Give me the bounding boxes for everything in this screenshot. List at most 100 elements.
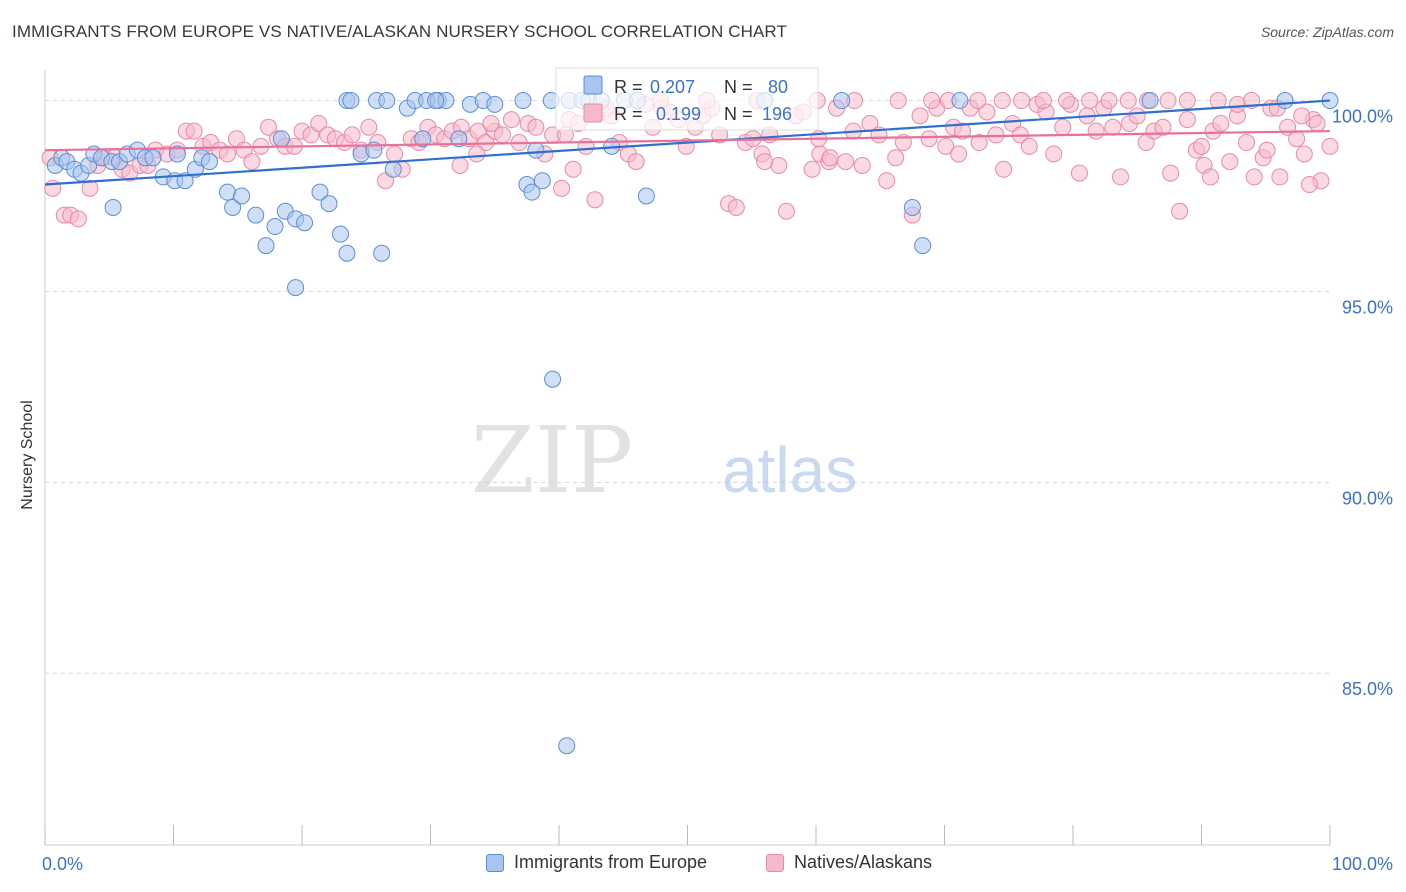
point-natives bbox=[1112, 168, 1130, 186]
y-tick-label: 90.0% bbox=[1342, 488, 1393, 508]
point-natives bbox=[911, 107, 929, 125]
legend-n-value-1: 80 bbox=[768, 77, 788, 97]
legend-n-label-2: N = bbox=[724, 104, 753, 124]
point-natives bbox=[837, 153, 855, 171]
tick-labels: 100.0% 95.0% 90.0% 85.0% 0.0% 100.0% bbox=[42, 107, 1393, 874]
point-natives bbox=[586, 191, 604, 209]
point-natives bbox=[1104, 118, 1122, 136]
chart-title: IMMIGRANTS FROM EUROPE VS NATIVE/ALASKAN… bbox=[12, 22, 787, 41]
legend-swatch-immigrants bbox=[486, 853, 504, 872]
point-immigrants bbox=[233, 187, 251, 205]
point-immigrants bbox=[338, 244, 356, 262]
point-natives bbox=[1321, 137, 1339, 155]
point-natives bbox=[950, 145, 968, 163]
point-natives bbox=[185, 122, 203, 140]
point-natives bbox=[1178, 111, 1196, 129]
point-immigrants bbox=[427, 92, 445, 110]
legend-label-immigrants: Immigrants from Europe bbox=[514, 852, 708, 872]
point-natives bbox=[260, 118, 278, 136]
legend-r-value-1: 0.207 bbox=[650, 77, 695, 97]
point-natives bbox=[1100, 92, 1118, 110]
point-natives bbox=[1171, 202, 1189, 220]
point-natives bbox=[770, 156, 788, 174]
point-natives bbox=[727, 198, 745, 216]
point-natives bbox=[995, 160, 1013, 178]
point-natives bbox=[821, 149, 839, 167]
point-immigrants bbox=[144, 149, 162, 167]
point-immigrants bbox=[523, 183, 541, 201]
point-natives bbox=[889, 92, 907, 110]
point-natives bbox=[1034, 92, 1052, 110]
point-immigrants bbox=[914, 237, 932, 255]
point-natives bbox=[386, 145, 404, 163]
point-immigrants bbox=[533, 172, 551, 190]
point-immigrants bbox=[558, 737, 576, 755]
point-natives bbox=[853, 156, 871, 174]
point-natives bbox=[1237, 134, 1255, 152]
point-natives bbox=[1300, 176, 1318, 194]
trend-line-immigrants bbox=[44, 99, 1331, 186]
point-natives bbox=[803, 160, 821, 178]
legend-swatch-natives bbox=[766, 853, 784, 872]
point-natives bbox=[553, 179, 571, 197]
axes bbox=[44, 70, 1331, 846]
point-natives bbox=[937, 137, 955, 155]
point-immigrants bbox=[266, 218, 284, 236]
point-immigrants bbox=[1141, 92, 1159, 110]
point-natives bbox=[482, 114, 500, 132]
point-natives bbox=[756, 153, 774, 171]
point-natives bbox=[69, 210, 87, 228]
point-natives bbox=[953, 122, 971, 140]
point-immigrants bbox=[373, 244, 391, 262]
point-natives bbox=[502, 111, 520, 129]
point-natives bbox=[1087, 122, 1105, 140]
point-natives bbox=[1045, 145, 1063, 163]
point-immigrants bbox=[332, 225, 350, 243]
point-immigrants bbox=[320, 195, 338, 213]
point-immigrants bbox=[544, 370, 562, 388]
point-immigrants bbox=[342, 92, 360, 110]
point-natives bbox=[1159, 92, 1177, 110]
point-natives bbox=[993, 92, 1011, 110]
series-legend: Immigrants from Europe Natives/Alaskans bbox=[0, 852, 1406, 878]
point-immigrants bbox=[168, 145, 186, 163]
stats-legend: R = 0.207 N = 80 R = 0.199 N = 196 bbox=[555, 67, 819, 131]
legend-label-natives: Natives/Alaskans bbox=[794, 852, 933, 872]
point-natives bbox=[451, 156, 469, 174]
watermark-zip: ZIP bbox=[471, 407, 633, 514]
point-immigrants bbox=[903, 198, 921, 216]
point-natives bbox=[243, 153, 261, 171]
point-natives bbox=[468, 145, 486, 163]
point-natives bbox=[1020, 137, 1038, 155]
trend-lines bbox=[44, 99, 1331, 186]
point-natives bbox=[1119, 92, 1137, 110]
gridlines bbox=[45, 100, 1330, 674]
point-natives bbox=[1154, 118, 1172, 136]
point-natives bbox=[1162, 164, 1180, 182]
data-points bbox=[41, 92, 1339, 755]
legend-item-natives[interactable]: Natives/Alaskans bbox=[766, 852, 932, 873]
point-immigrants bbox=[247, 206, 265, 224]
point-immigrants bbox=[527, 141, 545, 159]
source-label: Source: ZipAtlas.com bbox=[1260, 24, 1394, 40]
point-natives bbox=[360, 118, 378, 136]
point-natives bbox=[1295, 145, 1313, 163]
point-natives bbox=[1070, 164, 1088, 182]
point-immigrants bbox=[311, 183, 329, 201]
point-natives bbox=[920, 130, 938, 148]
point-natives bbox=[978, 103, 996, 121]
legend-item-immigrants[interactable]: Immigrants from Europe bbox=[486, 852, 707, 873]
point-immigrants bbox=[486, 95, 504, 113]
point-natives bbox=[970, 134, 988, 152]
point-immigrants bbox=[833, 92, 851, 110]
point-natives bbox=[1288, 130, 1306, 148]
point-natives bbox=[343, 126, 361, 144]
point-immigrants bbox=[200, 153, 218, 171]
watermark-atlas: atlas bbox=[722, 434, 857, 506]
legend-r-label-2: R = bbox=[614, 104, 643, 124]
watermark: ZIP atlas bbox=[471, 407, 857, 514]
y-tick-label: 100.0% bbox=[1332, 107, 1393, 127]
x-tick-label-end: 100.0% bbox=[1332, 854, 1393, 874]
point-immigrants bbox=[272, 130, 290, 148]
